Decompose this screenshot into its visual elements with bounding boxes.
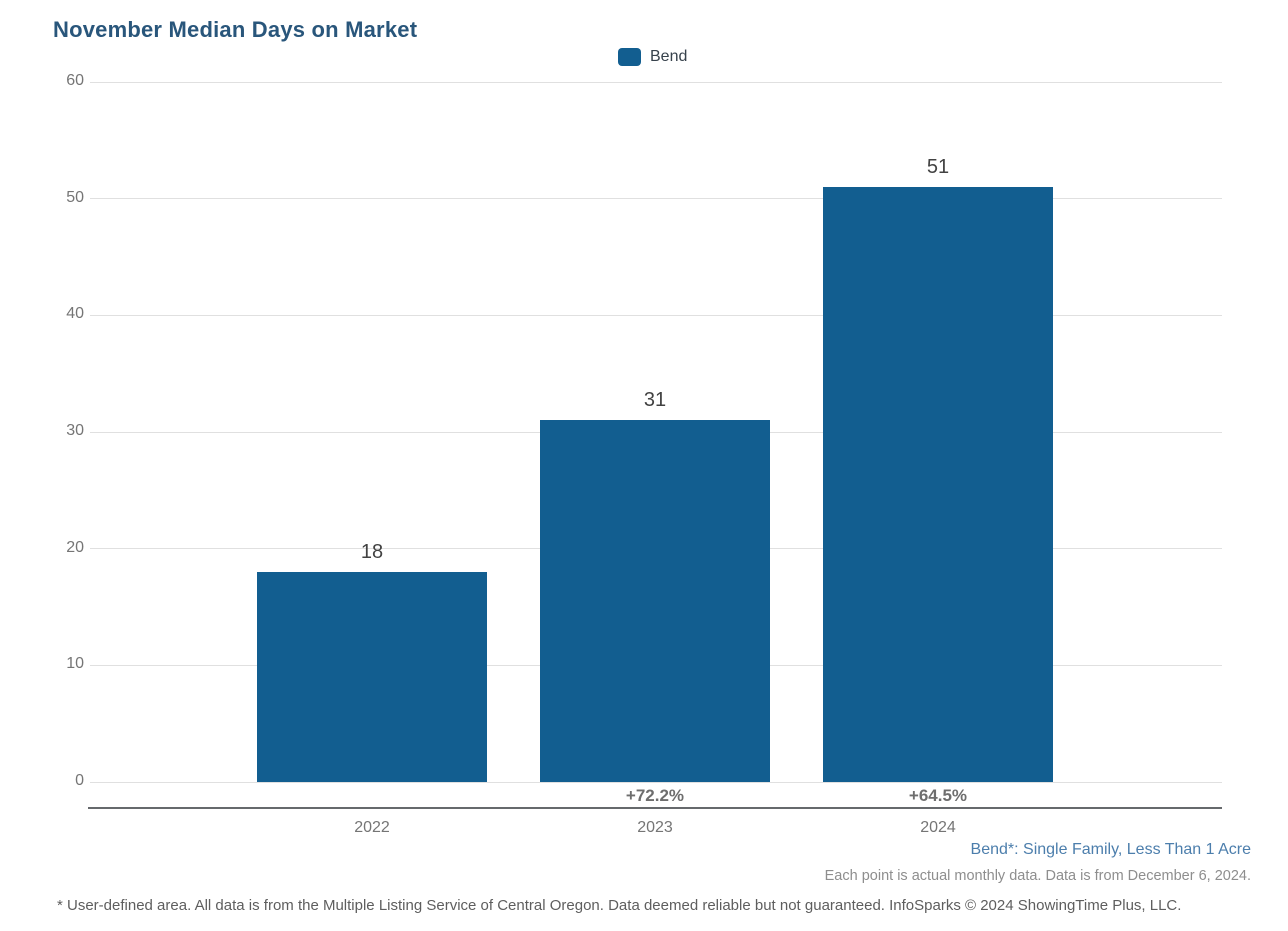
x-axis-line [88,807,1222,809]
pct-change-label: +72.2% [625,786,685,805]
legend[interactable]: Bend [618,48,687,66]
legend-swatch-icon [618,48,641,66]
y-tick-label: 60 [66,72,84,89]
pct-change-label: +64.5% [908,786,968,805]
gridline [90,781,1222,783]
gridline [90,314,1222,316]
legend-label: Bend [650,48,688,65]
bar-2024[interactable] [823,187,1053,782]
bar-2023[interactable] [540,420,770,782]
y-tick-label: 30 [66,422,84,439]
y-tick-label: 20 [66,538,84,556]
bar-value-label: 18 [360,541,384,563]
y-tick-label: 50 [66,188,84,206]
y-tick-label: 10 [66,655,84,673]
chart-title: November Median Days on Market [53,17,418,42]
footnote-disclaimer: * User-defined area. All data is from th… [57,897,1182,914]
bar-value-label: 51 [926,156,950,178]
gridline [90,81,1222,83]
bar-2022[interactable] [257,572,487,782]
y-tick-label: 0 [75,772,84,789]
y-tick-label: 40 [66,305,84,323]
footnote-series-definition: Bend*: Single Family, Less Than 1 Acre [970,841,1251,858]
bar-value-label: 31 [643,389,667,412]
x-category-label: 2023 [637,819,673,836]
x-category-label: 2024 [920,819,956,836]
gridline [90,198,1222,200]
x-category-label: 2022 [354,819,390,836]
footnote-data-note: Each point is actual monthly data. Data … [824,868,1251,884]
